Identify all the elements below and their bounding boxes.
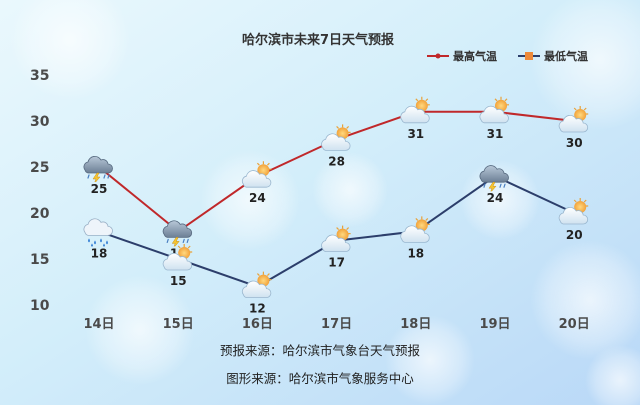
data-label: 20: [566, 228, 583, 242]
y-tick-label: 20: [30, 206, 50, 222]
y-tick-label: 30: [30, 114, 50, 130]
x-tick-label: 18日: [400, 317, 431, 332]
legend-marker: [435, 53, 441, 59]
x-tick-label: 15日: [163, 317, 194, 332]
chart-legend: 最高气温 最低气温: [427, 49, 588, 63]
y-tick-label: 10: [30, 298, 50, 314]
data-label: 15: [170, 274, 187, 288]
series-low-temp: 18 15 12 17 18 24 20: [83, 164, 589, 316]
decorative-bubbles: [10, 0, 640, 405]
x-tick-label: 19日: [479, 317, 510, 332]
x-tick-label: 20日: [559, 317, 590, 332]
legend-label: 最低气温: [544, 49, 588, 63]
y-tick-label: 25: [30, 160, 49, 176]
x-tick-label: 14日: [83, 317, 114, 332]
legend-item-high: 最高气温: [427, 49, 497, 63]
data-label: 25: [91, 182, 108, 196]
legend-item-low: 最低气温: [518, 49, 588, 63]
graphic-source-note: 图形来源：哈尔滨市气象服务中心: [226, 371, 414, 386]
legend-marker: [525, 52, 533, 60]
forecast-source-note: 预报来源：哈尔滨市气象台天气预报: [219, 343, 420, 358]
data-label: 18: [407, 246, 424, 260]
x-tick-label: 16日: [242, 317, 273, 332]
legend-label: 最高气温: [453, 49, 497, 63]
series-layer: 25 18 24 28 31 31 30 18 15 12 17 18 24 20: [83, 96, 589, 316]
data-label: 24: [487, 191, 504, 205]
data-label: 31: [487, 127, 504, 141]
data-label: 24: [249, 191, 266, 205]
chart-title: 哈尔滨市未来7日天气预报: [242, 32, 395, 48]
x-tick-label: 17日: [321, 317, 352, 332]
data-label: 12: [249, 302, 266, 316]
y-tick-label: 35: [30, 68, 49, 84]
x-axis-ticks: 14日 15日 16日 17日 18日 19日 20日: [83, 317, 589, 332]
data-label: 28: [328, 154, 345, 168]
data-label: 17: [328, 256, 345, 270]
y-tick-label: 15: [30, 252, 49, 268]
data-label: 31: [407, 127, 424, 141]
y-axis-ticks: 10 15 20 25 30 35: [30, 68, 50, 314]
data-label: 18: [91, 246, 108, 260]
data-label: 30: [566, 136, 583, 150]
